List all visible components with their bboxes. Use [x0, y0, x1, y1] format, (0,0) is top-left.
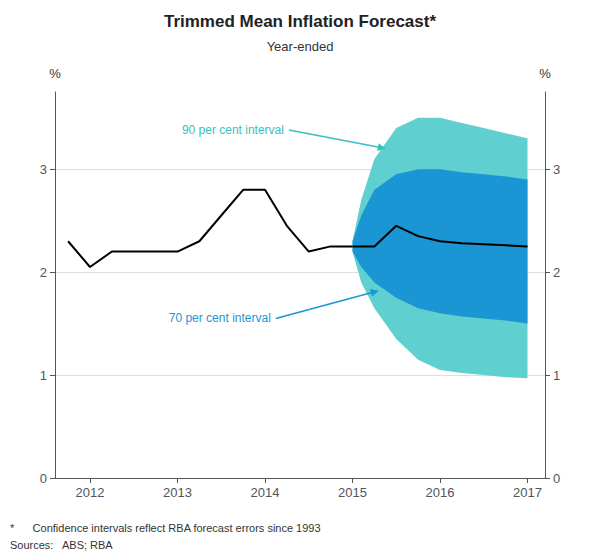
svg-text:1: 1 — [40, 368, 47, 383]
svg-text:3: 3 — [40, 162, 47, 177]
svg-text:Sources: ABS; RBA: Sources: ABS; RBA — [10, 539, 113, 551]
svg-text:2014: 2014 — [251, 485, 280, 500]
svg-text:%: % — [49, 66, 61, 81]
svg-text:2015: 2015 — [338, 485, 367, 500]
svg-text:%: % — [539, 66, 551, 81]
svg-text:* Confidence intervals re: * Confidence intervals reflect RBA forec… — [10, 522, 321, 534]
svg-text:2016: 2016 — [426, 485, 455, 500]
svg-text:90 per cent interval: 90 per cent interval — [182, 123, 284, 137]
svg-text:3: 3 — [553, 162, 560, 177]
svg-text:1: 1 — [553, 368, 560, 383]
svg-text:2: 2 — [40, 265, 47, 280]
svg-text:2: 2 — [553, 265, 560, 280]
svg-text:2013: 2013 — [163, 485, 192, 500]
svg-text:0: 0 — [553, 471, 560, 486]
svg-text:0: 0 — [40, 471, 47, 486]
svg-text:2017: 2017 — [513, 485, 542, 500]
svg-text:Year-ended: Year-ended — [267, 39, 334, 54]
svg-text:70 per cent interval: 70 per cent interval — [169, 311, 271, 325]
svg-text:2012: 2012 — [76, 485, 105, 500]
svg-text:Trimmed Mean Inflation Forecas: Trimmed Mean Inflation Forecast* — [164, 12, 436, 31]
